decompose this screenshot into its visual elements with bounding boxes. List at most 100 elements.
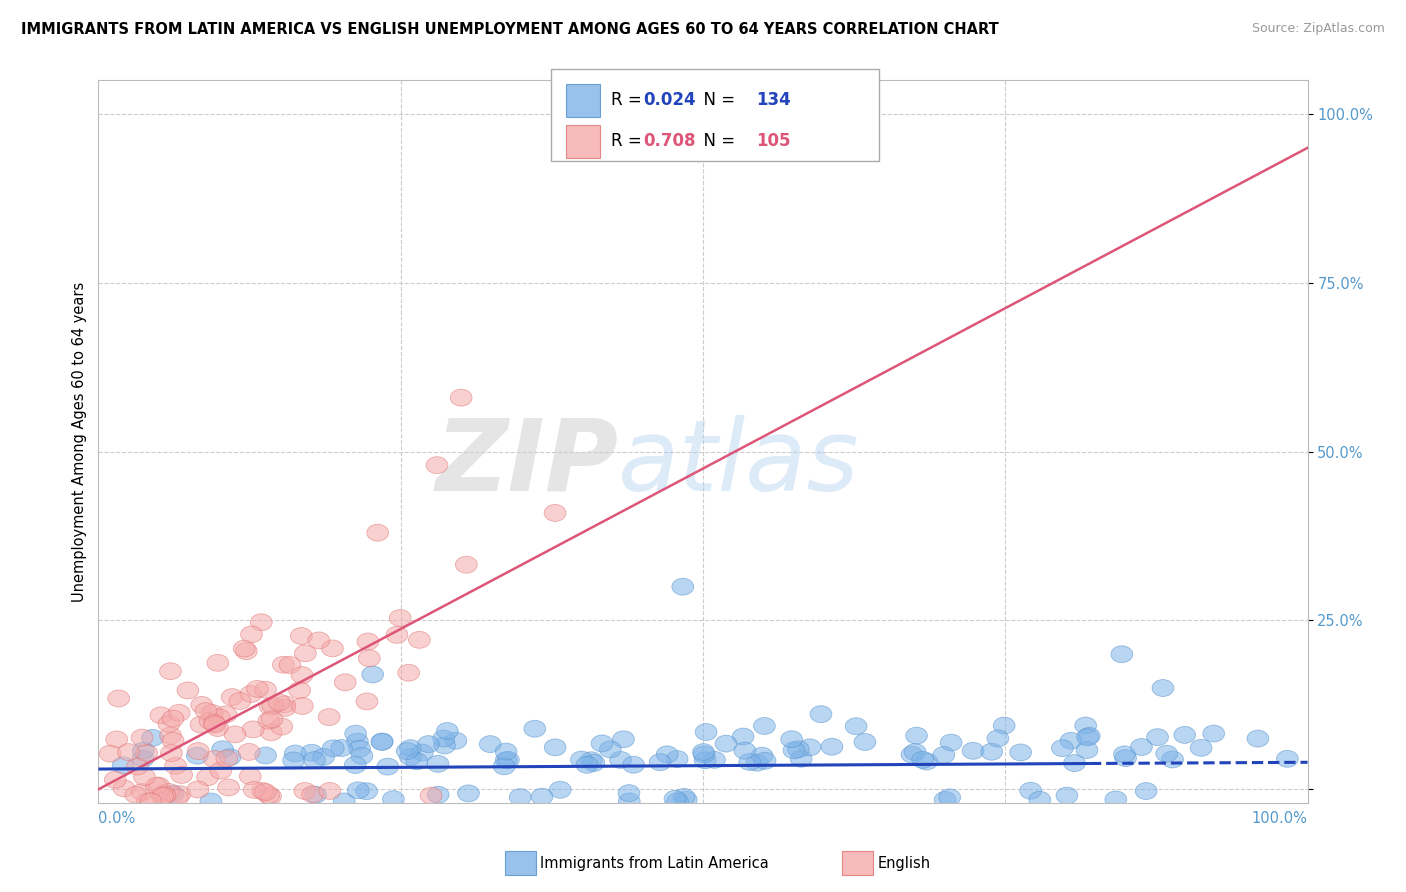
Ellipse shape xyxy=(271,718,292,735)
Ellipse shape xyxy=(187,747,208,764)
Ellipse shape xyxy=(821,739,842,756)
Ellipse shape xyxy=(349,740,370,757)
Ellipse shape xyxy=(160,745,183,762)
Ellipse shape xyxy=(283,752,305,769)
Ellipse shape xyxy=(810,706,832,723)
Ellipse shape xyxy=(252,782,273,799)
Ellipse shape xyxy=(352,747,373,764)
Ellipse shape xyxy=(433,737,456,754)
Text: R =: R = xyxy=(612,132,647,150)
Ellipse shape xyxy=(127,758,148,775)
Ellipse shape xyxy=(288,681,311,698)
Ellipse shape xyxy=(571,751,592,768)
Ellipse shape xyxy=(754,752,776,769)
Ellipse shape xyxy=(148,777,170,794)
Ellipse shape xyxy=(259,713,280,729)
Ellipse shape xyxy=(200,713,221,730)
Text: 0.708: 0.708 xyxy=(643,132,696,150)
Text: 0.0%: 0.0% xyxy=(98,811,135,826)
Ellipse shape xyxy=(346,733,368,750)
Ellipse shape xyxy=(524,721,546,737)
Ellipse shape xyxy=(160,727,181,744)
Ellipse shape xyxy=(790,750,813,767)
Ellipse shape xyxy=(212,740,233,757)
Ellipse shape xyxy=(591,735,613,752)
Ellipse shape xyxy=(219,748,240,765)
Ellipse shape xyxy=(200,793,222,810)
Ellipse shape xyxy=(1161,751,1184,768)
Ellipse shape xyxy=(105,731,128,747)
Ellipse shape xyxy=(294,782,316,799)
Ellipse shape xyxy=(853,733,876,750)
Ellipse shape xyxy=(162,785,184,802)
Text: 134: 134 xyxy=(756,92,790,110)
Ellipse shape xyxy=(610,751,631,768)
Ellipse shape xyxy=(250,614,273,631)
Ellipse shape xyxy=(136,745,157,761)
Ellipse shape xyxy=(233,640,254,657)
Ellipse shape xyxy=(142,730,163,747)
Ellipse shape xyxy=(1052,739,1073,756)
Ellipse shape xyxy=(787,741,810,757)
Ellipse shape xyxy=(169,705,190,722)
Ellipse shape xyxy=(981,743,1002,760)
Ellipse shape xyxy=(260,788,281,805)
Ellipse shape xyxy=(915,753,938,770)
Ellipse shape xyxy=(1074,717,1097,734)
Ellipse shape xyxy=(132,742,155,759)
Ellipse shape xyxy=(650,754,671,771)
Text: English: English xyxy=(877,856,931,871)
Ellipse shape xyxy=(100,745,121,762)
Text: Source: ZipAtlas.com: Source: ZipAtlas.com xyxy=(1251,22,1385,36)
Ellipse shape xyxy=(456,557,477,574)
Ellipse shape xyxy=(153,785,174,802)
Ellipse shape xyxy=(433,730,454,747)
Ellipse shape xyxy=(131,729,153,746)
Ellipse shape xyxy=(377,758,398,775)
Ellipse shape xyxy=(498,751,519,768)
Text: 100.0%: 100.0% xyxy=(1251,811,1308,826)
Ellipse shape xyxy=(494,758,515,775)
Ellipse shape xyxy=(195,703,217,720)
Ellipse shape xyxy=(357,633,378,650)
Ellipse shape xyxy=(204,716,226,733)
Ellipse shape xyxy=(387,626,408,643)
Ellipse shape xyxy=(136,793,157,810)
Ellipse shape xyxy=(333,793,356,810)
Ellipse shape xyxy=(1135,782,1157,799)
Ellipse shape xyxy=(418,736,439,753)
Ellipse shape xyxy=(243,781,266,798)
Ellipse shape xyxy=(446,732,467,749)
Ellipse shape xyxy=(904,744,927,761)
Ellipse shape xyxy=(613,731,634,747)
Ellipse shape xyxy=(1174,726,1195,743)
Ellipse shape xyxy=(695,752,716,769)
Ellipse shape xyxy=(157,783,180,800)
Ellipse shape xyxy=(672,578,693,595)
Ellipse shape xyxy=(318,708,340,725)
Ellipse shape xyxy=(619,793,640,810)
Ellipse shape xyxy=(531,789,553,805)
Ellipse shape xyxy=(623,756,644,773)
Ellipse shape xyxy=(242,721,264,738)
Ellipse shape xyxy=(657,746,678,763)
Ellipse shape xyxy=(664,790,686,807)
Ellipse shape xyxy=(693,744,714,761)
Ellipse shape xyxy=(1056,787,1078,804)
Text: N =: N = xyxy=(693,132,741,150)
Ellipse shape xyxy=(1191,739,1212,756)
Ellipse shape xyxy=(987,730,1008,747)
Ellipse shape xyxy=(347,782,368,798)
Ellipse shape xyxy=(344,725,367,742)
Ellipse shape xyxy=(260,723,283,740)
Ellipse shape xyxy=(274,699,295,716)
Ellipse shape xyxy=(845,718,868,735)
Ellipse shape xyxy=(215,706,236,723)
Ellipse shape xyxy=(239,768,262,785)
Ellipse shape xyxy=(118,744,139,761)
Ellipse shape xyxy=(302,786,323,803)
Ellipse shape xyxy=(269,694,290,711)
Ellipse shape xyxy=(382,790,405,807)
Ellipse shape xyxy=(780,731,803,747)
Ellipse shape xyxy=(399,739,422,756)
